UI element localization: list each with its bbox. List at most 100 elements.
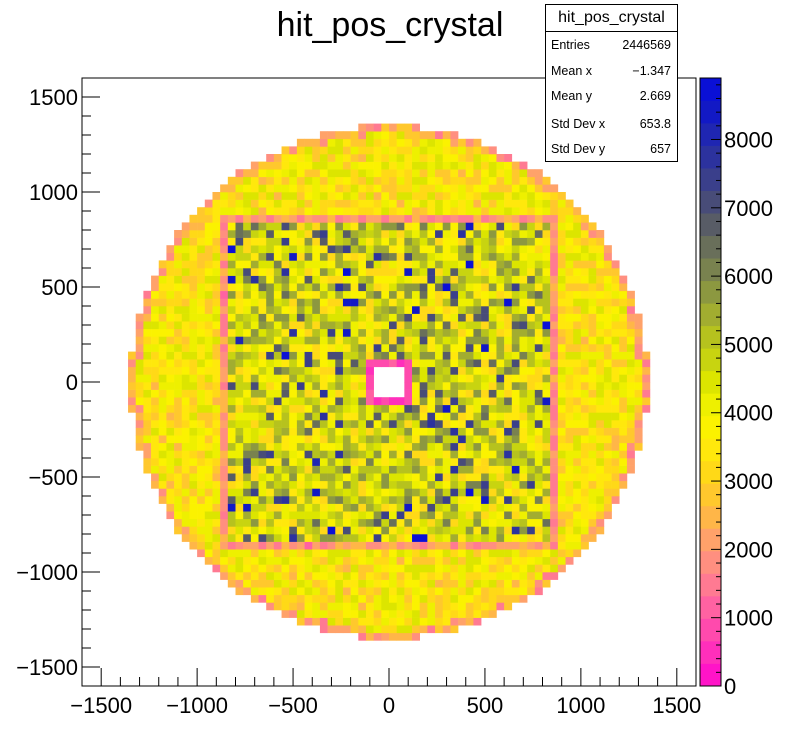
heatmap-cell <box>289 268 298 276</box>
heatmap-cell <box>197 245 206 254</box>
heatmap-cell <box>626 290 635 299</box>
heatmap-cell <box>573 283 582 292</box>
heatmap-cell <box>450 465 459 474</box>
heatmap-cell <box>227 207 236 216</box>
heatmap-cell <box>389 511 397 520</box>
heatmap-cell <box>527 313 536 322</box>
heatmap-cell <box>427 290 436 299</box>
heatmap-cell <box>473 587 482 596</box>
heatmap-cell <box>473 154 482 162</box>
heatmap-cell <box>573 412 582 421</box>
heatmap-cell <box>289 420 298 428</box>
heatmap-cell <box>542 382 551 390</box>
heatmap-cell <box>481 336 490 345</box>
heatmap-cell <box>389 275 397 284</box>
heatmap-cell <box>396 473 405 482</box>
heatmap-cell <box>266 594 275 603</box>
z-tick-label: 3000 <box>724 469 773 494</box>
heatmap-cell <box>504 328 513 337</box>
heatmap-cell <box>396 435 405 444</box>
heatmap-cell <box>273 389 282 398</box>
heatmap-cell <box>465 458 474 466</box>
heatmap-cell <box>212 556 221 565</box>
heatmap-cell <box>151 442 160 451</box>
heatmap-cell <box>304 480 313 489</box>
heatmap-cell <box>396 176 405 185</box>
heatmap-cell <box>143 412 152 421</box>
heatmap-cell <box>465 427 474 436</box>
heatmap-cell <box>419 154 428 162</box>
heatmap-cell <box>435 306 444 314</box>
heatmap-cell <box>511 237 520 246</box>
heatmap-cell <box>534 214 543 223</box>
heatmap-cell <box>473 549 482 558</box>
heatmap-cell <box>381 199 390 208</box>
heatmap-cell <box>289 321 298 330</box>
palette-segment <box>700 573 721 597</box>
heatmap-cell <box>550 518 559 527</box>
heatmap-cell <box>342 366 351 375</box>
heatmap-cell <box>496 154 505 162</box>
palette-segment <box>700 640 721 664</box>
heatmap-cell <box>304 230 313 238</box>
heatmap-cell <box>227 336 236 345</box>
heatmap-cell <box>427 237 436 246</box>
heatmap-cell <box>419 587 428 596</box>
heatmap-cell <box>266 549 275 558</box>
heatmap-cell <box>312 214 321 223</box>
heatmap-cell <box>580 389 589 398</box>
heatmap-cell <box>481 610 490 618</box>
heatmap-cell <box>442 610 451 618</box>
heatmap-cell <box>158 404 167 413</box>
heatmap-cell <box>197 427 206 436</box>
heatmap-cell <box>511 268 520 276</box>
heatmap-cell <box>542 389 551 398</box>
heatmap-cell <box>519 382 528 390</box>
heatmap-cell <box>373 397 382 406</box>
stats-box[interactable]: hit_pos_crystal Entries 2446569 Mean x −… <box>545 4 678 162</box>
heatmap-cell <box>542 176 551 185</box>
heatmap-cell <box>557 230 566 238</box>
heatmap-cell <box>151 313 160 322</box>
heatmap-cell <box>220 526 229 535</box>
heatmap-cell <box>350 207 359 216</box>
heatmap-cell <box>580 503 589 512</box>
heatmap-cell <box>435 260 444 269</box>
heatmap-cell <box>319 313 328 322</box>
heatmap-cell <box>197 450 206 459</box>
heatmap-cell <box>596 480 605 489</box>
heatmap-cell <box>389 230 397 238</box>
heatmap-cell <box>304 192 313 200</box>
heatmap-cell <box>258 161 267 170</box>
heatmap-cell <box>557 214 566 223</box>
heatmap-cell <box>458 602 467 611</box>
heatmap-cell <box>419 526 428 535</box>
heatmap-cell <box>281 602 290 611</box>
heatmap-cell <box>212 534 221 542</box>
heatmap-cell <box>258 420 267 428</box>
heatmap-cell <box>412 260 420 269</box>
heatmap-cell <box>281 549 290 558</box>
heatmap-cell <box>458 420 467 428</box>
heatmap-cell <box>243 214 252 223</box>
heatmap-cell <box>135 427 144 436</box>
heatmap-cell <box>174 344 183 352</box>
heatmap-cell <box>580 488 589 497</box>
heatmap-cell <box>550 275 559 284</box>
heatmap-cell <box>227 511 236 520</box>
heatmap-cell <box>427 458 436 466</box>
heatmap-cell <box>235 275 244 284</box>
heatmap-cell <box>381 275 390 284</box>
heatmap-cell <box>204 534 213 542</box>
heatmap-cell <box>435 541 444 550</box>
heatmap-cell <box>273 382 282 390</box>
heatmap-cell <box>412 420 420 428</box>
heatmap-cell <box>312 465 321 474</box>
heatmap-cell <box>227 359 236 368</box>
heatmap-cell <box>358 328 367 337</box>
heatmap-cell <box>504 397 513 406</box>
heatmap-cell <box>427 587 436 596</box>
heatmap-cell <box>381 290 390 299</box>
heatmap-cell <box>304 549 313 558</box>
